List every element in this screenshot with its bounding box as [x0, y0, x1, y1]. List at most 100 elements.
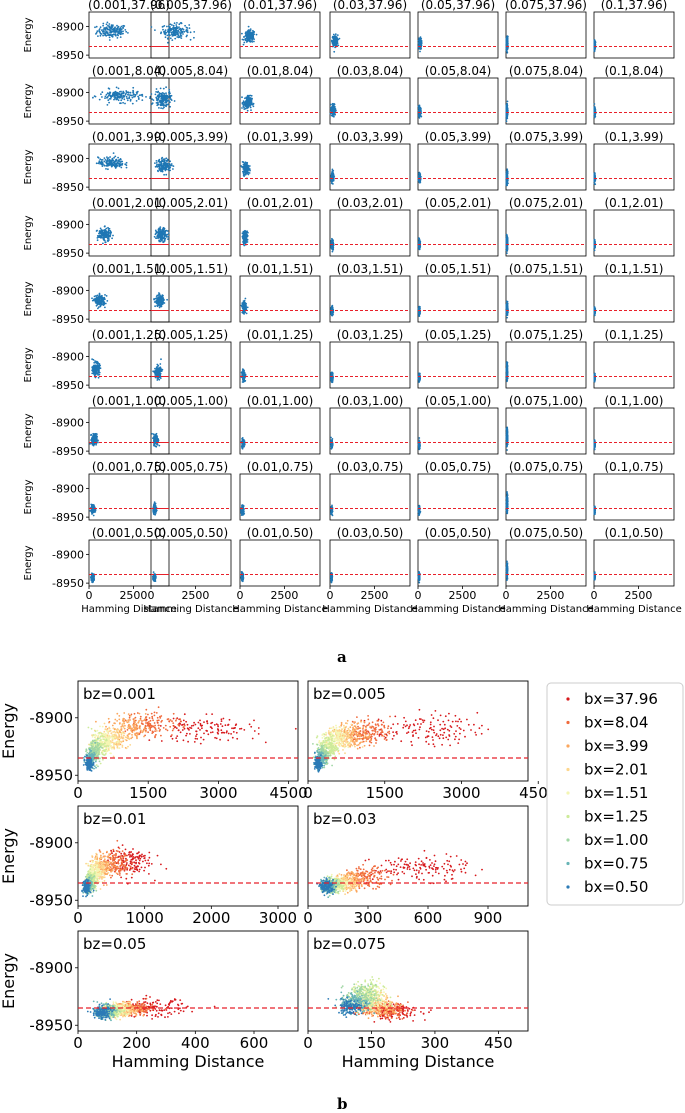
- data-point: [125, 161, 128, 164]
- data-point: [248, 97, 251, 99]
- data-point: [133, 95, 135, 98]
- data-point: [102, 24, 104, 27]
- data-point: [124, 29, 127, 31]
- subplot: (0.03,8.04): [329, 64, 411, 125]
- data-point: [152, 99, 155, 101]
- data-point: [160, 170, 162, 173]
- data-point: [249, 32, 252, 35]
- subplot-frame: [329, 77, 411, 125]
- y-axis-label: Energy: [23, 215, 34, 250]
- data-point: [100, 93, 102, 96]
- subplot-frame: [417, 143, 499, 191]
- data-point: [178, 23, 181, 26]
- data-point: [331, 182, 334, 185]
- data-point: [118, 96, 121, 98]
- subplot: (0.005,1.51): [150, 262, 232, 323]
- subplot: (0.03,37.96): [329, 0, 411, 59]
- data-point: [249, 106, 252, 109]
- data-point: [593, 245, 596, 248]
- data-point: [169, 105, 172, 108]
- data-point: [162, 25, 164, 28]
- data-point: [156, 95, 159, 98]
- data-point: [246, 238, 249, 241]
- data-point: [97, 298, 99, 300]
- data-point: [336, 34, 339, 36]
- data-point: [150, 93, 153, 95]
- data-point: [158, 93, 161, 96]
- data-point: [243, 106, 245, 109]
- data-point: [107, 237, 110, 240]
- data-point: [249, 37, 252, 40]
- data-point: [115, 98, 118, 101]
- data-point: [98, 30, 101, 33]
- data-point: [161, 99, 163, 102]
- data-point: [242, 100, 245, 103]
- data-point: [120, 102, 122, 105]
- data-point: [176, 33, 179, 36]
- data-point: [253, 40, 255, 43]
- data-point: [114, 30, 117, 33]
- data-point: [247, 168, 250, 170]
- data-point: [167, 41, 169, 44]
- data-point: [505, 176, 508, 178]
- subplot: (0.05,3.99): [417, 130, 499, 191]
- data-point: [169, 160, 172, 163]
- data-point: [243, 108, 246, 110]
- data-point: [158, 92, 161, 94]
- data-point: [109, 234, 112, 236]
- data-point: [243, 166, 246, 169]
- data-point: [126, 97, 128, 100]
- data-point: [159, 238, 162, 241]
- subplot-title: (0.05,37.96): [421, 0, 495, 12]
- data-point: [418, 173, 421, 176]
- data-point: [158, 107, 160, 109]
- data-point: [159, 100, 161, 102]
- data-point: [125, 95, 128, 98]
- data-point: [167, 165, 170, 168]
- data-point: [119, 36, 122, 38]
- data-point: [251, 33, 254, 36]
- data-point: [91, 297, 93, 300]
- data-point: [166, 230, 169, 232]
- data-point: [169, 23, 172, 26]
- data-point: [593, 249, 596, 252]
- data-point: [418, 241, 421, 244]
- subplot-title: (0.1,3.99): [605, 130, 664, 144]
- subplot: (0.005,3.99): [150, 130, 232, 191]
- subplot: (0.05,37.96): [417, 0, 499, 59]
- data-point: [242, 236, 245, 239]
- y-tick-label: -8900: [52, 284, 84, 297]
- data-point: [250, 35, 253, 38]
- data-point: [94, 26, 96, 29]
- data-point: [173, 100, 176, 102]
- data-point: [163, 92, 166, 95]
- data-point: [106, 104, 109, 106]
- data-point: [247, 32, 249, 34]
- data-point: [163, 25, 166, 27]
- data-point: [104, 225, 106, 228]
- data-point: [245, 100, 248, 103]
- data-point: [132, 93, 135, 96]
- y-tick-label: -8900: [52, 218, 84, 231]
- data-point: [102, 299, 105, 301]
- data-point: [175, 29, 177, 32]
- data-point: [107, 168, 109, 171]
- data-point: [243, 244, 246, 247]
- data-point: [419, 108, 421, 111]
- data-point: [593, 182, 596, 185]
- subplot: (0.005,8.04): [150, 64, 232, 125]
- subplot-frame: [239, 209, 321, 257]
- data-point: [167, 37, 170, 40]
- data-point: [593, 239, 596, 242]
- data-point: [593, 40, 596, 43]
- data-point: [336, 39, 339, 42]
- data-point: [135, 91, 138, 94]
- data-point: [167, 235, 170, 238]
- subplot-frame: [593, 77, 675, 125]
- data-point: [418, 106, 421, 109]
- data-point: [330, 107, 333, 110]
- data-point: [122, 101, 124, 104]
- subplot: (0.1,8.04): [593, 64, 675, 125]
- data-point: [106, 21, 109, 24]
